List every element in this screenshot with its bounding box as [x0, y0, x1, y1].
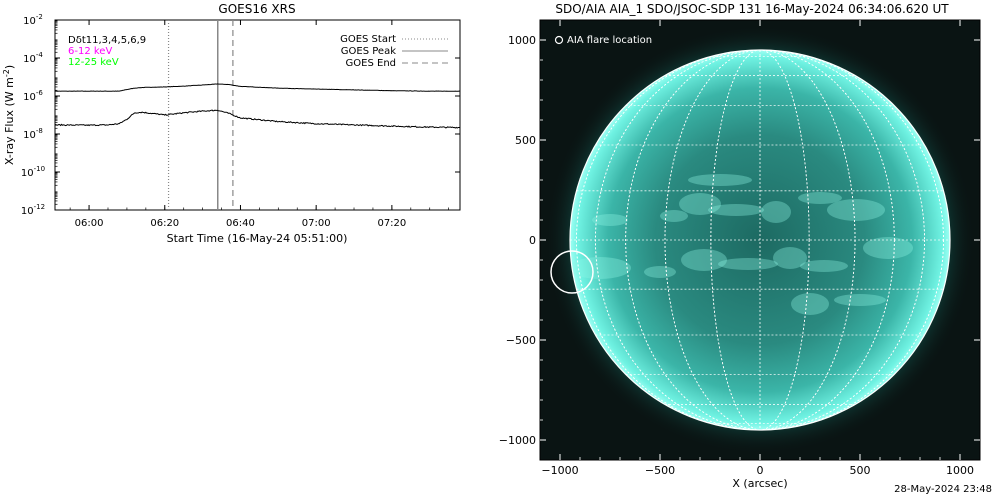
aia-active-region — [827, 199, 885, 221]
aia-y-tick-label: −500 — [506, 334, 536, 347]
aia-solar-limb — [569, 49, 951, 431]
aia-heliographic-grid — [570, 50, 950, 430]
goes-y-tick-label: 10-4 — [23, 51, 43, 65]
aia-x-axis-label: X (arcsec) — [732, 477, 787, 490]
aia-longitude-line — [576, 50, 944, 430]
legend-goes-end-label: GOES End — [346, 58, 396, 69]
goes-chart-title: GOES16 XRS — [218, 2, 295, 16]
goes-plot-frame — [54, 19, 461, 211]
legend-goes-start-label: GOES Start — [340, 34, 396, 45]
aia-active-region — [773, 247, 807, 269]
goes-y-tick-label: 10-10 — [21, 165, 45, 179]
aia-longitude-line — [595, 50, 925, 430]
goes-y-tick-label: 10-6 — [23, 89, 43, 103]
aia-active-region — [834, 294, 886, 306]
goes-flux-series — [55, 83, 460, 129]
goes-chart: GOES16 XRS 10-12 10-10 10-8 10-6 10-4 10-2 06… — [2, 2, 461, 245]
goes-channels-label: Dδt11,3,4,5,6,9 — [68, 35, 146, 46]
aia-axes: −1000 −500 0 500 1000 −1000 −500 0 500 1000 — [499, 20, 980, 477]
aia-flare-location-circle — [550, 250, 594, 294]
aia-x-tick-label: −1000 — [541, 464, 578, 477]
goes-x-axis-label: Start Time (16-May-24 05:51:00) — [167, 232, 348, 245]
aia-active-region — [679, 193, 721, 215]
aia-x-tick-label: 500 — [850, 464, 871, 477]
aia-active-region — [592, 214, 628, 226]
goes-x-tick-label: 07:20 — [377, 218, 406, 229]
aia-active-region — [800, 260, 848, 272]
aia-y-tick-label: −1000 — [499, 434, 536, 447]
goes-y-tick-label: 10-8 — [23, 127, 43, 141]
aia-x-tick-label: −500 — [645, 464, 675, 477]
aia-x-tick-label: 1000 — [946, 464, 974, 477]
goes-x-tick-label: 06:20 — [150, 218, 179, 229]
aia-y-tick-label: 500 — [515, 134, 536, 147]
legend-goes-peak-label: GOES Peak — [341, 46, 396, 57]
goes-y-axis-label: X-ray Flux (W m-2) — [2, 65, 16, 165]
aia-longitude-line — [664, 50, 856, 430]
aia-active-region — [798, 192, 842, 204]
goes-y-axis: 10-12 10-10 10-8 10-6 10-4 10-2 — [21, 13, 460, 217]
goes-y-tick-label: 10-2 — [23, 13, 43, 27]
aia-image-title: SDO/AIA AIA_1 SDO/JSOC-SDP 131 16-May-20… — [555, 2, 949, 16]
aia-active-region — [644, 266, 676, 278]
aia-active-region — [688, 174, 752, 186]
legend-flare-location-symbol — [554, 35, 564, 45]
goes-x-tick-label: 06:00 — [75, 218, 104, 229]
series-label-12-25-kev: 12-25 keV — [68, 57, 119, 68]
aia-active-region — [681, 249, 727, 271]
goes-legend: GOES Start GOES Peak GOES End — [340, 34, 448, 69]
aia-active-region — [708, 204, 764, 216]
goes-series-6-12-kev — [55, 83, 460, 92]
aia-x-tick-label: 0 — [757, 464, 764, 477]
series-label-6-12-kev: 6-12 keV — [68, 46, 112, 57]
goes-x-tick-label: 06:40 — [226, 218, 255, 229]
aia-active-region — [570, 257, 631, 279]
goes-series-12-25-kev — [55, 109, 460, 129]
aia-y-tick-label: 0 — [529, 234, 536, 247]
goes-x-axis: 06:00 06:20 06:40 07:00 07:20 — [69, 20, 449, 229]
aia-active-region — [718, 258, 778, 270]
goes-event-markers — [167, 20, 234, 210]
goes-x-tick-label: 07:00 — [302, 218, 331, 229]
aia-image-panel: SDO/AIA AIA_1 SDO/JSOC-SDP 131 16-May-20… — [499, 2, 981, 490]
goes-y-tick-label: 10-12 — [21, 203, 45, 217]
legend-flare-location-label: AIA flare location — [567, 35, 652, 46]
aia-longitude-line — [625, 50, 895, 430]
footer-timestamp: 28-May-2024 23:48 — [894, 484, 992, 495]
aia-disk-texture — [570, 174, 913, 315]
aia-active-region — [761, 201, 791, 223]
aia-active-region — [791, 293, 829, 315]
aia-longitude-line — [710, 50, 810, 430]
aia-active-region — [660, 210, 688, 222]
aia-y-tick-label: 1000 — [508, 34, 536, 47]
aia-active-region — [863, 237, 913, 259]
